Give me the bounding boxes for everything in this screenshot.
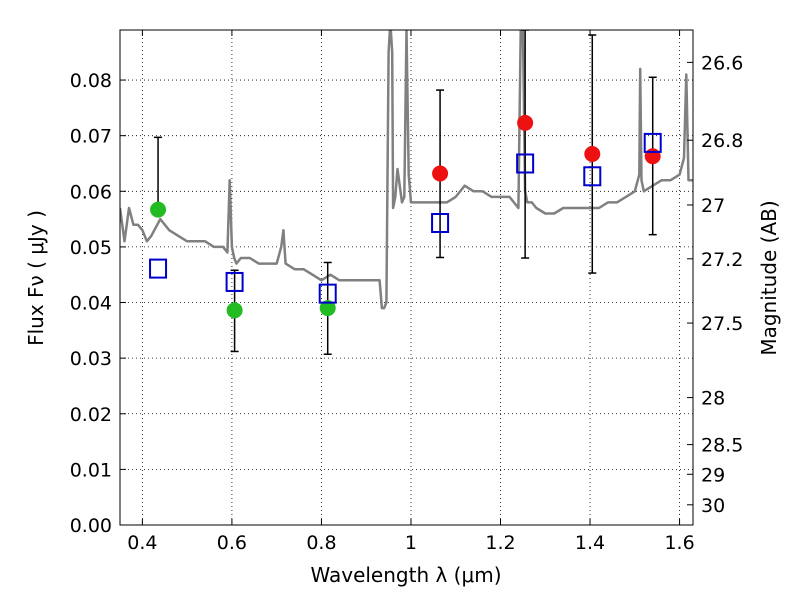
- model-point-square: [431, 212, 450, 233]
- model-spectrum-line: [120, 30, 693, 310]
- x-tick-label: 1.6: [664, 532, 694, 554]
- y-tick-label: 0.01: [70, 459, 112, 481]
- observed-point-circle: [584, 146, 601, 163]
- magnitude-tick-label: 30: [701, 495, 725, 517]
- magnitude-tick-label: 26.8: [701, 130, 743, 152]
- x-axis-ticks: 0.4 0.6 0.8 1 1.2 1.4 1.6: [127, 30, 695, 554]
- x-tick-label: 1.4: [575, 532, 605, 554]
- magnitude-tick-label: 29: [701, 464, 725, 486]
- y-tick-label: 0.04: [70, 293, 112, 315]
- model-point-square: [149, 258, 168, 279]
- observed-point-circle: [517, 114, 534, 131]
- x-tick-label: 0.4: [127, 532, 157, 554]
- model-point-square: [225, 271, 244, 292]
- y-tick-label: 0.06: [70, 181, 112, 203]
- marker-layer: [149, 114, 662, 319]
- magnitude-tick-label: 27.5: [701, 313, 743, 335]
- model-spectrum-layer: [120, 30, 693, 310]
- magnitude-tick-label: 28: [701, 388, 725, 410]
- y-tick-label: 0.07: [70, 126, 112, 148]
- x-tick-label: 1.2: [485, 532, 515, 554]
- y-tick-label: 0.02: [70, 404, 112, 426]
- model-point-square: [318, 283, 337, 304]
- observed-point-circle: [226, 302, 243, 319]
- grid: [120, 30, 693, 526]
- magnitude-axis-label: Magnitude (AB): [757, 200, 781, 355]
- observed-point-circle: [150, 201, 167, 218]
- magnitude-axis-ticks: 26.6 26.8 27 27.2 27.5 28 28.5 29 30: [687, 52, 743, 517]
- observed-point-circle: [432, 165, 449, 182]
- y-tick-label: 0.03: [70, 348, 112, 370]
- model-point-square: [583, 166, 602, 187]
- magnitude-tick-label: 26.6: [701, 52, 743, 74]
- y-tick-label: 0.08: [70, 70, 112, 92]
- x-tick-label: 1: [405, 532, 417, 554]
- plot-frame: [119, 29, 694, 526]
- magnitude-tick-label: 27: [701, 195, 725, 217]
- y-axis-ticks: 0.00 0.01 0.02 0.03 0.04 0.05 0.06 0.07 0.08: [70, 70, 126, 537]
- observed-point-circle: [319, 300, 336, 317]
- x-axis-label: Wavelength λ (μm): [310, 563, 501, 587]
- y-tick-label: 0.00: [70, 515, 112, 537]
- model-point-square: [643, 132, 662, 153]
- x-tick-label: 0.8: [306, 532, 336, 554]
- x-tick-label: 0.6: [217, 532, 247, 554]
- magnitude-tick-label: 27.2: [701, 249, 743, 271]
- model-point-square: [516, 153, 535, 174]
- magnitude-tick-label: 28.5: [701, 435, 743, 457]
- y-tick-label: 0.05: [70, 237, 112, 259]
- y-axis-label: Flux Fν ( μJy ): [24, 210, 48, 346]
